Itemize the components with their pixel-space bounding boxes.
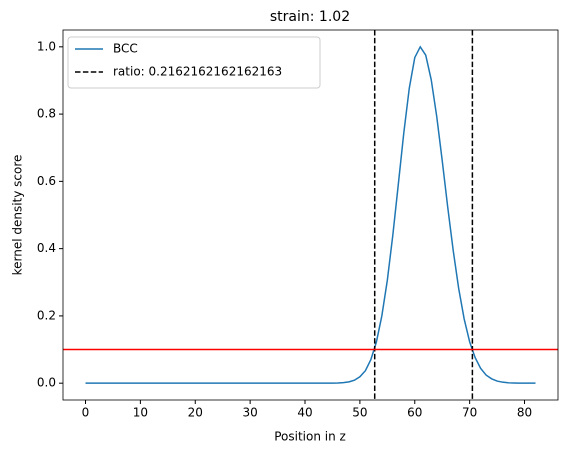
legend-box [67, 36, 321, 89]
axes-frame [62, 29, 559, 401]
x-tick-label: 10 [133, 406, 148, 420]
x-tick-label: 50 [352, 406, 367, 420]
x-tick-label: 30 [242, 406, 257, 420]
x-tick-label: 40 [297, 406, 312, 420]
x-tick-label: 80 [517, 406, 532, 420]
x-axis-label: Position in z [274, 430, 346, 444]
x-tick-label: 0 [82, 406, 90, 420]
y-tick-label: 0.8 [37, 107, 56, 121]
y-tick-label: 0.4 [37, 241, 56, 255]
y-tick-label: 0.6 [37, 174, 56, 188]
chart-title: strain: 1.02 [270, 9, 350, 25]
line [85, 45, 536, 384]
y-tick-label: 1.0 [37, 39, 56, 53]
legend-label: BCC [113, 42, 138, 56]
x-tick-label: 60 [407, 406, 422, 420]
x-tick-label: 20 [188, 406, 203, 420]
y-tick-label: 0.0 [37, 376, 56, 390]
y-axis-label: kernel density score [11, 155, 25, 276]
legend-label: ratio: 0.2162162162162163 [113, 65, 282, 79]
y-tick-label: 0.2 [37, 308, 56, 322]
x-tick-label: 70 [462, 406, 477, 420]
